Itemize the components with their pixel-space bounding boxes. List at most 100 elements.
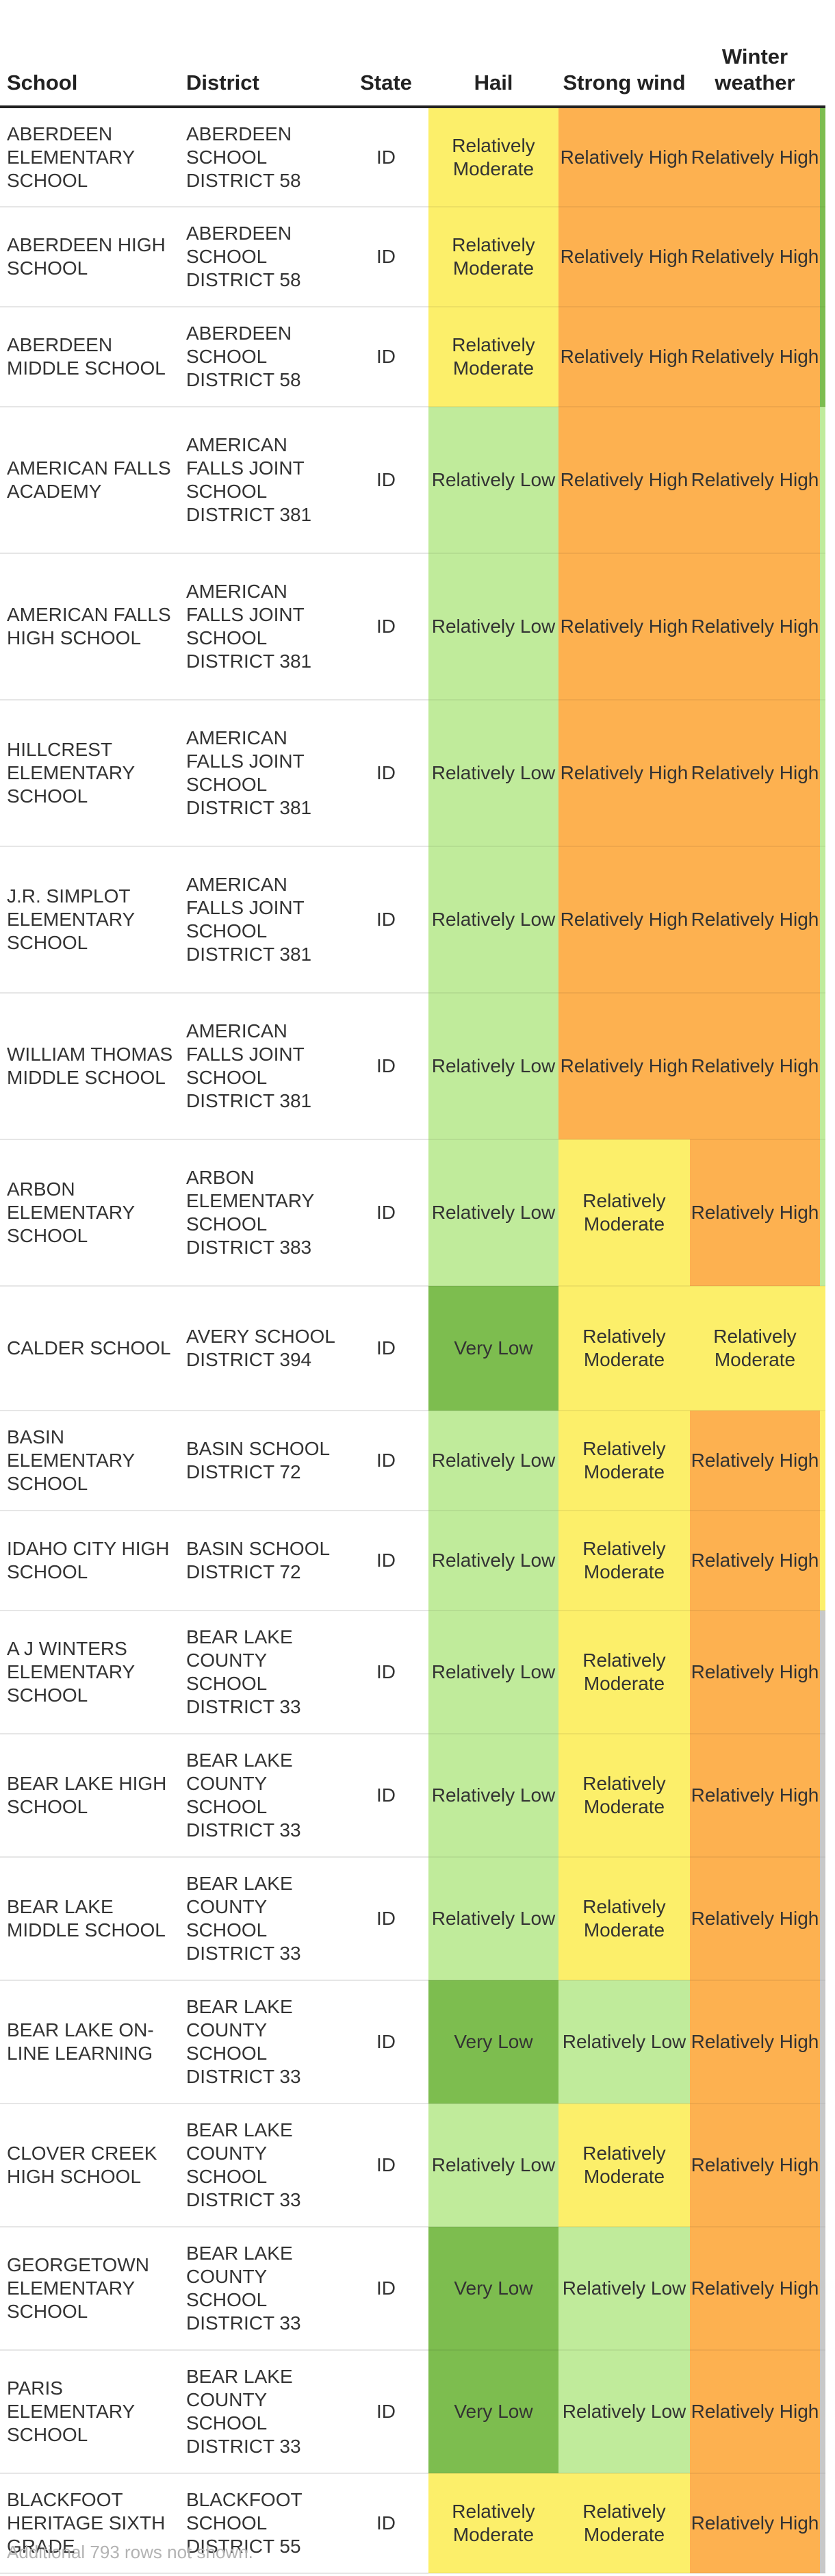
strong-wind-risk-cell: Relatively Moderate bbox=[558, 1139, 690, 1287]
column-header-winter-weather[interactable]: Winter weather bbox=[690, 0, 820, 108]
table-header: School District State Hail Strong wind W… bbox=[0, 0, 825, 108]
column-header-state[interactable]: State bbox=[344, 0, 428, 108]
overflow-column-cell bbox=[820, 2227, 825, 2351]
school-name-cell: BLACKFOOT HERITAGE SIXTH GRADE bbox=[0, 2473, 179, 2574]
strong-wind-risk-cell: Relatively High bbox=[558, 107, 690, 207]
column-header-overflow bbox=[820, 0, 825, 108]
table-row: BEAR LAKE MIDDLE SCHOOL BEAR LAKE COUNTY … bbox=[0, 1857, 825, 1981]
strong-wind-risk-cell: Relatively Moderate bbox=[558, 2473, 690, 2574]
district-name-cell: ABERDEEN SCHOOL DISTRICT 58 bbox=[179, 207, 344, 307]
column-header-school[interactable]: School bbox=[0, 0, 179, 108]
winter-weather-risk-cell: Relatively High bbox=[690, 407, 820, 554]
overflow-column-cell bbox=[820, 1857, 825, 1981]
district-name-cell: BEAR LAKE COUNTY SCHOOL DISTRICT 33 bbox=[179, 1980, 344, 2104]
district-name-cell: BEAR LAKE COUNTY SCHOOL DISTRICT 33 bbox=[179, 1857, 344, 1981]
column-header-hail[interactable]: Hail bbox=[428, 0, 558, 108]
strong-wind-risk-cell: Relatively Moderate bbox=[558, 2104, 690, 2227]
overflow-column-cell bbox=[820, 1511, 825, 1611]
school-name-cell: GEORGETOWN ELEMENTARY SCHOOL bbox=[0, 2227, 179, 2351]
school-name-cell: CALDER SCHOOL bbox=[0, 1286, 179, 1411]
strong-wind-risk-cell: Relatively High bbox=[558, 993, 690, 1140]
overflow-column-cell bbox=[820, 207, 825, 307]
table-row: BEAR LAKE ON-LINE LEARNING BEAR LAKE COUN… bbox=[0, 1980, 825, 2104]
school-name-cell: AMERICAN FALLS ACADEMY bbox=[0, 407, 179, 554]
table-row: HILLCREST ELEMENTARY SCHOOL AMERICAN FALL… bbox=[0, 700, 825, 847]
hail-risk-cell: Relatively Moderate bbox=[428, 2473, 558, 2574]
school-name-cell: BEAR LAKE MIDDLE SCHOOL bbox=[0, 1857, 179, 1981]
table-row: GEORGETOWN ELEMENTARY SCHOOL BEAR LAKE CO… bbox=[0, 2227, 825, 2351]
strong-wind-risk-cell: Relatively Moderate bbox=[558, 1286, 690, 1411]
winter-weather-risk-cell: Relatively High bbox=[690, 993, 820, 1140]
table-body: ABERDEEN ELEMENTARY SCHOOL ABERDEEN SCHOO… bbox=[0, 107, 825, 2574]
winter-weather-risk-cell: Relatively High bbox=[690, 700, 820, 847]
state-cell: ID bbox=[344, 107, 428, 207]
hail-risk-cell: Relatively Low bbox=[428, 407, 558, 554]
table-row: J.R. SIMPLOT ELEMENTARY SCHOOL AMERICAN F… bbox=[0, 846, 825, 994]
state-cell: ID bbox=[344, 407, 428, 554]
school-name-cell: HILLCREST ELEMENTARY SCHOOL bbox=[0, 700, 179, 847]
winter-weather-risk-cell: Relatively High bbox=[690, 1980, 820, 2104]
district-name-cell: ARBON ELEMENTARY SCHOOL DISTRICT 383 bbox=[179, 1139, 344, 1287]
district-name-cell: BEAR LAKE COUNTY SCHOOL DISTRICT 33 bbox=[179, 2227, 344, 2351]
hail-risk-cell: Relatively Low bbox=[428, 553, 558, 700]
state-cell: ID bbox=[344, 700, 428, 847]
hail-risk-cell: Relatively Low bbox=[428, 2104, 558, 2227]
table-row: PARIS ELEMENTARY SCHOOL BEAR LAKE COUNTY … bbox=[0, 2350, 825, 2474]
school-name-cell: ARBON ELEMENTARY SCHOOL bbox=[0, 1139, 179, 1287]
header-row: School District State Hail Strong wind W… bbox=[0, 0, 825, 108]
hail-risk-cell: Relatively Moderate bbox=[428, 107, 558, 207]
school-name-cell: PARIS ELEMENTARY SCHOOL bbox=[0, 2350, 179, 2474]
district-name-cell: AMERICAN FALLS JOINT SCHOOL DISTRICT 381 bbox=[179, 553, 344, 700]
overflow-column-cell bbox=[820, 2350, 825, 2474]
table-row: CALDER SCHOOL AVERY SCHOOL DISTRICT 394 ID… bbox=[0, 1286, 825, 1411]
hail-risk-cell: Relatively Low bbox=[428, 1139, 558, 1287]
strong-wind-risk-cell: Relatively High bbox=[558, 207, 690, 307]
district-name-cell: ABERDEEN SCHOOL DISTRICT 58 bbox=[179, 307, 344, 407]
strong-wind-risk-cell: Relatively Moderate bbox=[558, 1511, 690, 1611]
district-name-cell: BEAR LAKE COUNTY SCHOOL DISTRICT 33 bbox=[179, 2350, 344, 2474]
district-name-cell: ABERDEEN SCHOOL DISTRICT 58 bbox=[179, 107, 344, 207]
column-header-strong-wind[interactable]: Strong wind bbox=[558, 0, 690, 108]
overflow-column-cell bbox=[820, 553, 825, 700]
column-header-district[interactable]: District bbox=[179, 0, 344, 108]
school-name-cell: A J WINTERS ELEMENTARY SCHOOL bbox=[0, 1611, 179, 1734]
winter-weather-risk-cell: Relatively High bbox=[690, 1511, 820, 1611]
winter-weather-risk-cell: Relatively High bbox=[690, 1611, 820, 1734]
winter-weather-risk-cell: Relatively High bbox=[690, 2473, 820, 2574]
state-cell: ID bbox=[344, 1139, 428, 1287]
winter-weather-risk-cell: Relatively High bbox=[690, 1411, 820, 1511]
table-row: ABERDEEN HIGH SCHOOL ABERDEEN SCHOOL DIST… bbox=[0, 207, 825, 307]
hail-risk-cell: Very Low bbox=[428, 1980, 558, 2104]
winter-weather-risk-cell: Relatively High bbox=[690, 1734, 820, 1858]
state-cell: ID bbox=[344, 2104, 428, 2227]
hail-risk-cell: Relatively Low bbox=[428, 846, 558, 994]
school-name-cell: ABERDEEN HIGH SCHOOL bbox=[0, 207, 179, 307]
strong-wind-risk-cell: Relatively Low bbox=[558, 2227, 690, 2351]
hail-risk-cell: Relatively Low bbox=[428, 1511, 558, 1611]
school-name-cell: AMERICAN FALLS HIGH SCHOOL bbox=[0, 553, 179, 700]
district-name-cell: AMERICAN FALLS JOINT SCHOOL DISTRICT 381 bbox=[179, 846, 344, 994]
table-row: ARBON ELEMENTARY SCHOOL ARBON ELEMENTARY … bbox=[0, 1139, 825, 1287]
table-row: CLOVER CREEK HIGH SCHOOL BEAR LAKE COUNTY… bbox=[0, 2104, 825, 2227]
state-cell: ID bbox=[344, 1857, 428, 1981]
winter-weather-risk-cell: Relatively High bbox=[690, 107, 820, 207]
hail-risk-cell: Relatively Low bbox=[428, 1734, 558, 1858]
table-row: WILLIAM THOMAS MIDDLE SCHOOL AMERICAN FAL… bbox=[0, 993, 825, 1140]
strong-wind-risk-cell: Relatively High bbox=[558, 407, 690, 554]
overflow-column-cell bbox=[820, 846, 825, 994]
school-name-cell: J.R. SIMPLOT ELEMENTARY SCHOOL bbox=[0, 846, 179, 994]
hail-risk-cell: Relatively Low bbox=[428, 1611, 558, 1734]
hail-risk-cell: Relatively Moderate bbox=[428, 307, 558, 407]
table-row: BASIN ELEMENTARY SCHOOL BASIN SCHOOL DIST… bbox=[0, 1411, 825, 1511]
district-name-cell: AMERICAN FALLS JOINT SCHOOL DISTRICT 381 bbox=[179, 407, 344, 554]
overflow-column-cell bbox=[820, 107, 825, 207]
school-name-cell: BEAR LAKE ON-LINE LEARNING bbox=[0, 1980, 179, 2104]
winter-weather-risk-cell: Relatively High bbox=[690, 553, 820, 700]
strong-wind-risk-cell: Relatively Low bbox=[558, 2350, 690, 2474]
winter-weather-risk-cell: Relatively High bbox=[690, 846, 820, 994]
overflow-column-cell bbox=[820, 2104, 825, 2227]
overflow-column-cell bbox=[820, 1734, 825, 1858]
state-cell: ID bbox=[344, 1980, 428, 2104]
rows-not-shown-note: Additional 793 rows not shown. bbox=[7, 2542, 253, 2562]
